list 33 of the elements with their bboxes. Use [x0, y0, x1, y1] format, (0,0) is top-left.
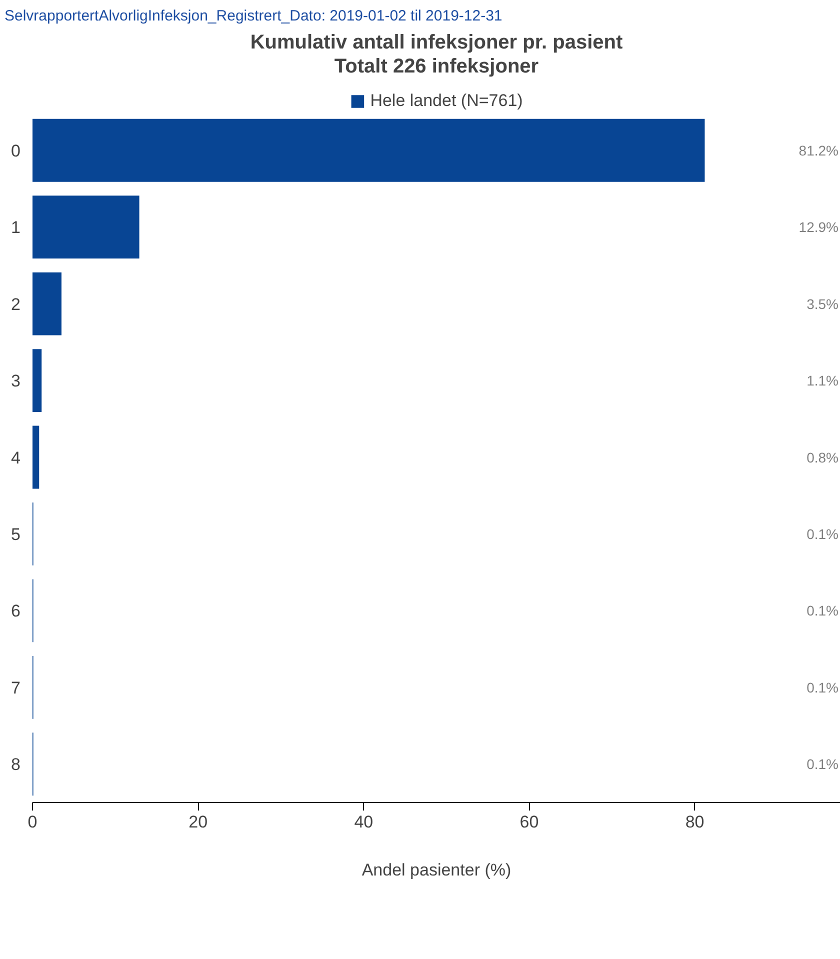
bar	[32, 272, 62, 336]
x-tick-label: 20	[188, 812, 208, 832]
legend-label: Hele landet (N=761)	[370, 91, 523, 111]
y-tick-label: 4	[11, 448, 21, 468]
y-tick-label: 6	[11, 602, 21, 621]
text: 0.1%	[806, 756, 839, 772]
y-tick-label: 2	[11, 294, 21, 314]
text: SelvrapportertAlvorligInfeksjon_Registrert_Dato: 2019-01-02 til 2019-12-31	[4, 8, 502, 24]
text: 81.2%	[798, 142, 839, 158]
bar	[32, 426, 40, 489]
chart-subtitle: Totalt 226 infeksjoner	[334, 56, 539, 78]
y-tick-label: 7	[11, 678, 21, 698]
x-tick-label: 80	[685, 812, 704, 832]
text: 3.5%	[806, 296, 839, 312]
text: 0.1%	[806, 602, 839, 619]
bar	[32, 118, 705, 182]
x-tick-label: 0	[28, 812, 38, 832]
text: 0.8%	[806, 449, 839, 466]
text: 0.1%	[806, 679, 839, 696]
x-tick-label: 40	[354, 812, 374, 832]
y-tick-label: 8	[11, 755, 21, 774]
y-tick-label: 1	[11, 218, 21, 238]
bar	[32, 196, 140, 259]
text: 0.1%	[806, 526, 839, 542]
text: 12.9%	[798, 219, 839, 236]
chart-title: Kumulativ antall infeksjoner pr. pasient	[250, 32, 623, 54]
x-tick-label: 60	[520, 812, 539, 832]
y-tick-label: 5	[11, 524, 21, 544]
y-tick-label: 0	[11, 141, 21, 160]
text: 1.1%	[806, 372, 839, 389]
bar	[32, 349, 42, 412]
y-tick-label: 3	[11, 372, 21, 391]
x-axis-title: Andel pasienter (%)	[362, 860, 512, 880]
